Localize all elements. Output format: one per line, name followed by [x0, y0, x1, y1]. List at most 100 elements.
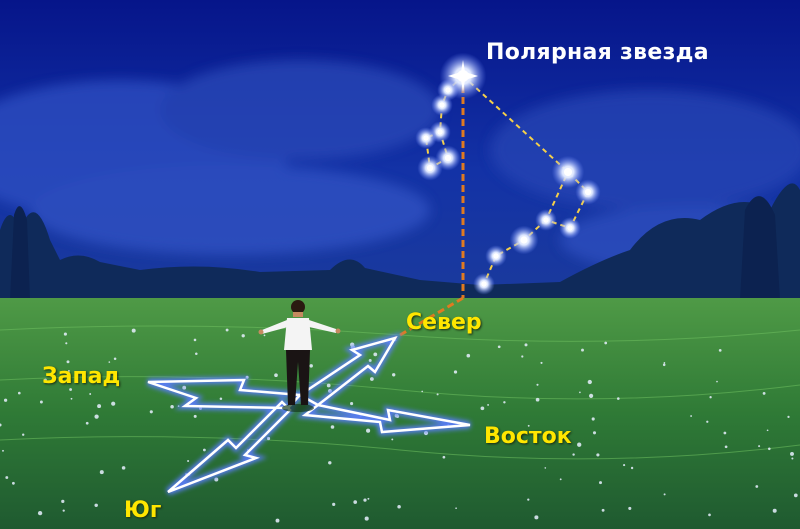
- flower-dot: [560, 478, 562, 480]
- flower-dot: [421, 391, 423, 393]
- star-core: [567, 225, 572, 230]
- flower-dot: [353, 500, 357, 504]
- flower-dot: [454, 370, 457, 373]
- flower-dot: [481, 406, 485, 410]
- flower-dot: [182, 386, 186, 390]
- flower-dot: [596, 453, 599, 456]
- flower-dot: [498, 345, 501, 348]
- flower-dot: [111, 402, 115, 406]
- flower-dot: [367, 498, 369, 500]
- flower-dot: [617, 397, 620, 400]
- flower-dot: [94, 414, 98, 418]
- flower-dot: [373, 352, 377, 356]
- flower-dot: [22, 434, 24, 436]
- flower-dot: [467, 354, 471, 358]
- flower-dot: [527, 498, 529, 500]
- flower-dot: [725, 445, 728, 448]
- flower-dot: [71, 398, 73, 400]
- flower-dot: [64, 333, 67, 336]
- flower-dot: [89, 393, 91, 395]
- flower-dot: [331, 425, 335, 429]
- flower-dot: [366, 429, 370, 433]
- flower-dot: [487, 404, 489, 406]
- flower-dot: [602, 509, 605, 512]
- flower-dot: [790, 452, 794, 456]
- flower-dot: [276, 519, 280, 523]
- flower-dot: [332, 503, 335, 506]
- flower-dot: [572, 453, 574, 455]
- flower-dot: [716, 381, 718, 383]
- flower-dot: [109, 361, 111, 363]
- flower-dot: [544, 467, 546, 469]
- flower-dot: [327, 384, 331, 388]
- flower-dot: [65, 342, 67, 344]
- flower-dot: [536, 384, 538, 386]
- flower-dot: [525, 343, 528, 346]
- flower-dot: [577, 443, 581, 447]
- flower-dot: [274, 373, 278, 377]
- flower-dot: [94, 504, 97, 507]
- flower-dot: [791, 457, 793, 459]
- flower-dot: [187, 460, 189, 462]
- flower-dot: [61, 500, 64, 503]
- south-label: Юг: [124, 500, 161, 522]
- flower-dot: [309, 364, 312, 367]
- flower-dot: [264, 335, 266, 337]
- flower-dot: [763, 392, 766, 395]
- flower-dot: [755, 485, 758, 488]
- star-core: [427, 165, 433, 171]
- flower-dot: [86, 422, 89, 425]
- flower-dot: [664, 493, 666, 495]
- star-core: [493, 253, 498, 258]
- flower-dot: [604, 342, 607, 345]
- flower-dot: [114, 357, 117, 360]
- flower-dot: [97, 404, 101, 408]
- flower-dot: [370, 377, 374, 381]
- flower-dot: [787, 416, 789, 418]
- flower-dot: [203, 449, 206, 452]
- flower-dot: [122, 466, 126, 470]
- flower-dot: [132, 329, 136, 333]
- flower-dot: [631, 467, 633, 469]
- flower-dot: [195, 353, 198, 356]
- flower-dot: [220, 398, 223, 401]
- flower-dot: [588, 380, 592, 384]
- flower-dot: [664, 362, 666, 364]
- flower-dot: [12, 482, 15, 485]
- flower-dot: [719, 349, 722, 352]
- north-label: Север: [406, 312, 482, 334]
- flower-dot: [773, 509, 777, 513]
- star-core: [439, 102, 444, 107]
- flower-dot: [397, 505, 401, 509]
- flower-dot: [581, 349, 584, 352]
- flower-dot: [540, 362, 542, 364]
- flower-dot: [365, 517, 369, 521]
- east-label: Восток: [484, 426, 572, 448]
- flower-dot: [363, 498, 366, 501]
- flower-dot: [579, 392, 581, 394]
- flower-dot: [663, 364, 666, 367]
- flower-dot: [4, 399, 7, 402]
- flower-dot: [589, 394, 593, 398]
- star-core: [481, 281, 486, 286]
- star-core: [585, 189, 591, 195]
- flower-dot: [214, 478, 218, 482]
- flower-dot: [443, 456, 446, 459]
- flower-dot: [350, 402, 353, 405]
- flower-dot: [503, 401, 505, 403]
- flower-dot: [38, 511, 42, 515]
- flower-dot: [2, 450, 4, 452]
- flower-dot: [521, 355, 523, 357]
- star-core: [445, 87, 450, 92]
- flower-dot: [194, 339, 197, 342]
- flower-dot: [767, 429, 769, 431]
- flower-dot: [63, 509, 65, 511]
- flower-dot: [536, 398, 540, 402]
- flower-dot: [709, 396, 711, 398]
- flower-dot: [768, 448, 771, 451]
- flower-dot: [328, 461, 331, 464]
- flower-dot: [593, 431, 596, 434]
- flower-dot: [67, 360, 70, 363]
- flower-dot: [391, 438, 393, 440]
